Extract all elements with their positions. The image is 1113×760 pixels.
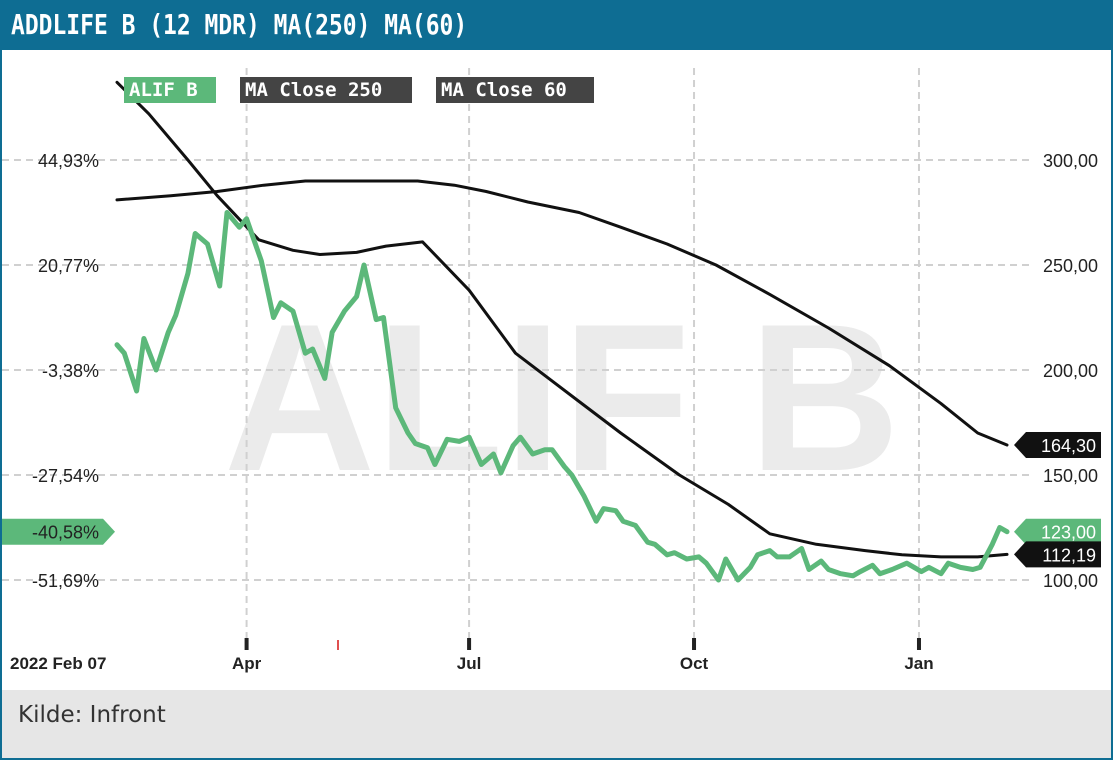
legend-label-ma-60: MA Close 60 (441, 79, 567, 101)
y-right-tick-label: 150,00 (1043, 466, 1098, 486)
legend-item-ma-250[interactable]: MA Close 250 (240, 77, 412, 103)
watermark-text: ALIF B (224, 280, 901, 515)
last-value-label: 123,00 (1041, 523, 1096, 543)
last-value-label: 112,19 (1042, 545, 1096, 565)
x-tick-label: Jul (457, 654, 482, 673)
y-right-tick-label: 250,00 (1043, 256, 1098, 276)
source-text: Kilde: Infront (18, 702, 166, 728)
x-tick-label: Oct (680, 654, 709, 673)
chart-title: ADDLIFE B (12 MDR) MA(250) MA(60) (11, 8, 468, 41)
last-value-tag (1014, 431, 1101, 458)
y-left-tick-label: -51,69% (32, 571, 99, 591)
y-right-tick-label: 300,00 (1043, 151, 1098, 171)
series-line-ma-60 (115, 80, 1009, 559)
last-value-label: 164,30 (1041, 436, 1096, 456)
y-left-tick-label: -27,54% (32, 466, 99, 486)
y-right-tick-label: 200,00 (1043, 361, 1098, 381)
y-left-tick-label: 20,77% (38, 256, 99, 276)
x-tick-label: Jan (904, 654, 933, 673)
last-value-tag (1014, 541, 1101, 568)
legend-label-ma-250: MA Close 250 (245, 79, 383, 101)
last-value-tag (1014, 518, 1101, 545)
x-tick-mark (244, 638, 249, 650)
x-tick-mark (467, 638, 472, 650)
x-tick-label: 2022 Feb 07 (10, 654, 106, 673)
x-tick-mark (692, 638, 697, 650)
left-value-label: -40,58% (32, 523, 99, 543)
legend-item-ma-60[interactable]: MA Close 60 (436, 77, 594, 103)
x-tick-label: Apr (232, 654, 262, 673)
series-line-alif-b (114, 210, 1010, 583)
legend-label-alif-b: ALIF B (129, 79, 198, 101)
legend-item-alif-b[interactable]: ALIF B (124, 77, 216, 103)
x-tick-mark (916, 638, 921, 650)
title-bar: ADDLIFE B (12 MDR) MA(250) MA(60) (2, 2, 1111, 52)
source-footer: Kilde: Infront (2, 690, 1111, 758)
y-left-tick-label: 44,93% (38, 151, 99, 171)
y-left-tick-label: -3,38% (42, 361, 99, 381)
chart-svg: ALIF B 44,93% 300,00 20,77% 250,00 -3,38% 200… (2, 68, 1101, 673)
axis-marker (337, 640, 339, 650)
series-line-ma-250 (115, 179, 1009, 447)
left-value-tag (2, 518, 115, 545)
y-right-tick-label: 100,00 (1043, 571, 1098, 591)
